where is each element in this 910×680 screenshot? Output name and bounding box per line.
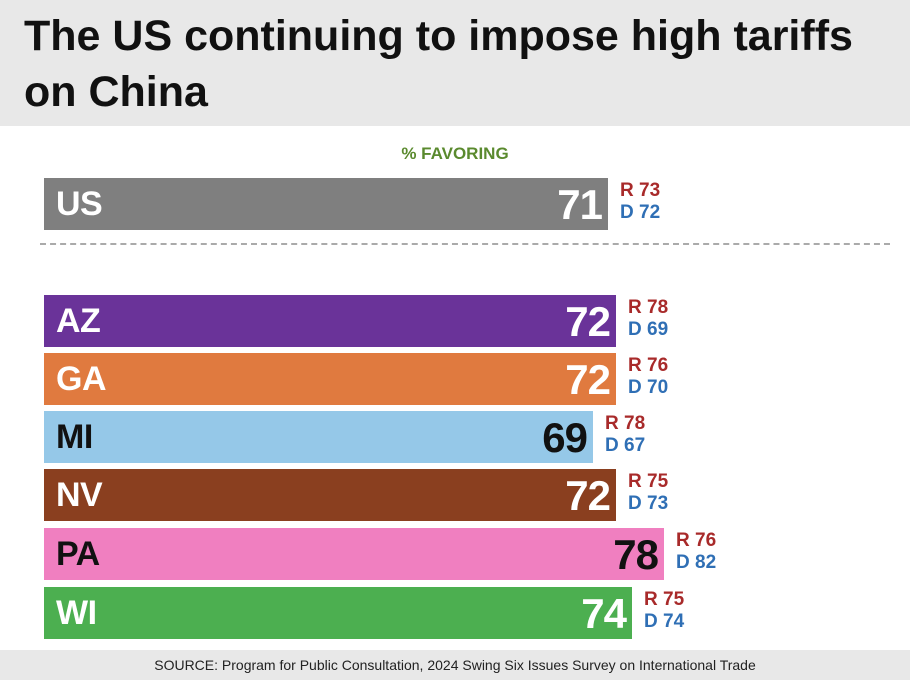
democrat-value: D 70 — [628, 377, 669, 398]
bar-category-label: WI — [56, 594, 97, 632]
party-breakdown-nv: R 75 D 73 — [628, 471, 668, 515]
democrat-value: D 82 — [676, 552, 717, 573]
bar-us: US 71 — [44, 178, 608, 230]
bar-category-label: MI — [56, 418, 93, 456]
bar-ga: GA 72 — [44, 353, 616, 405]
title-banner: The US continuing to impose high tariffs… — [0, 0, 910, 126]
bar-value-label: 72 — [565, 356, 611, 403]
republican-value: R 76 — [628, 355, 669, 376]
bar-wi: WI 74 — [44, 587, 632, 639]
democrat-value: D 73 — [628, 493, 669, 514]
party-breakdown-ga: R 76 D 70 — [628, 355, 668, 399]
chart-title: The US continuing to impose high tariffs… — [24, 12, 853, 116]
bar-category-label: AZ — [56, 302, 101, 340]
democrat-value: D 69 — [628, 319, 669, 340]
bar-value-label: 72 — [565, 472, 611, 519]
chart-subtitle: % FAVORING — [401, 144, 509, 163]
bar-value-label: 71 — [557, 181, 603, 228]
bar-category-label: NV — [56, 476, 103, 514]
bar-value-label: 72 — [565, 298, 611, 345]
party-breakdown-us: R 73 D 72 — [620, 180, 660, 224]
bar-value-label: 78 — [613, 531, 659, 578]
republican-value: R 73 — [620, 180, 661, 201]
republican-value: R 78 — [605, 413, 646, 434]
bar-category-label: GA — [56, 360, 107, 398]
us-states-divider — [40, 243, 890, 245]
party-breakdown-az: R 78 D 69 — [628, 297, 668, 341]
republican-value: R 78 — [628, 297, 669, 318]
party-breakdown-wi: R 75 D 74 — [644, 589, 684, 633]
source-note: SOURCE: Program for Public Consultation,… — [0, 650, 910, 680]
republican-value: R 75 — [644, 589, 685, 610]
party-breakdown-pa: R 76 D 82 — [676, 530, 716, 574]
democrat-value: D 74 — [644, 611, 685, 632]
party-breakdown-mi: R 78 D 67 — [605, 413, 645, 457]
bar-value-label: 74 — [581, 590, 627, 637]
bar-nv: NV 72 — [44, 469, 616, 521]
bar-az: AZ 72 — [44, 295, 616, 347]
democrat-value: D 67 — [605, 435, 646, 456]
republican-value: R 76 — [676, 530, 717, 551]
bar-category-label: US — [56, 185, 103, 223]
bar-pa: PA 78 — [44, 528, 664, 580]
republican-value: R 75 — [628, 471, 669, 492]
bar-value-label: 69 — [542, 414, 588, 461]
democrat-value: D 72 — [620, 202, 661, 223]
bar-category-label: PA — [56, 535, 100, 573]
bar-mi: MI 69 — [44, 411, 593, 463]
